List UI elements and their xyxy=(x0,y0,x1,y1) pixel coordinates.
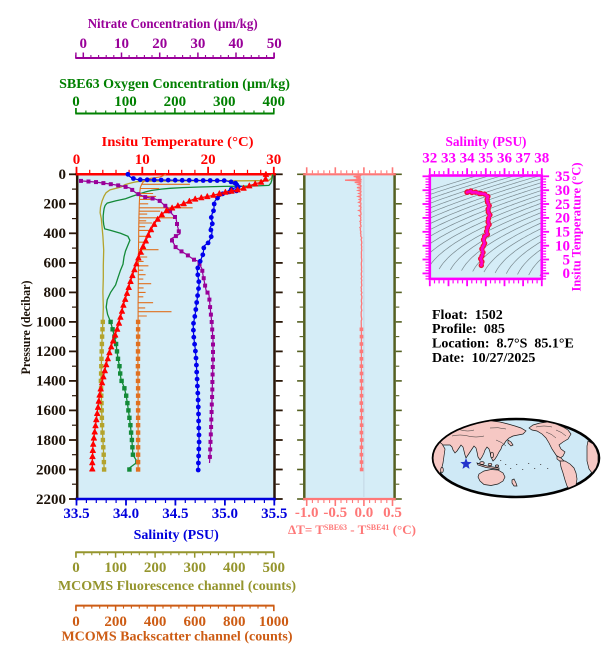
svg-text:34.5: 34.5 xyxy=(162,506,188,522)
svg-text:1600: 1600 xyxy=(36,403,66,419)
svg-text:25: 25 xyxy=(555,197,570,213)
svg-text:Salinity (PSU): Salinity (PSU) xyxy=(446,135,527,150)
svg-text:0: 0 xyxy=(72,94,80,110)
svg-text:MCOMS Fluorescence channel (co: MCOMS Fluorescence channel (counts) xyxy=(58,579,296,594)
svg-text:33: 33 xyxy=(441,151,456,167)
svg-text:0: 0 xyxy=(80,36,88,52)
svg-text:38: 38 xyxy=(534,151,549,167)
svg-text:400: 400 xyxy=(223,560,246,576)
svg-text:1000: 1000 xyxy=(36,315,66,331)
svg-text:34.0: 34.0 xyxy=(113,506,139,522)
svg-text:400: 400 xyxy=(144,614,167,630)
svg-text:15: 15 xyxy=(555,225,570,241)
svg-text:30: 30 xyxy=(266,152,281,168)
svg-text:10: 10 xyxy=(135,152,150,168)
svg-text:Nitrate Concentration (μm/kg): Nitrate Concentration (μm/kg) xyxy=(88,17,258,32)
svg-text:Insitu Temperature (°C): Insitu Temperature (°C) xyxy=(102,135,254,150)
svg-text:1000: 1000 xyxy=(259,614,289,630)
svg-text:20: 20 xyxy=(152,36,167,52)
svg-text:34: 34 xyxy=(460,151,476,167)
svg-text:40: 40 xyxy=(229,36,244,52)
svg-text:35: 35 xyxy=(555,169,570,185)
svg-text:0: 0 xyxy=(72,560,80,576)
svg-text:36: 36 xyxy=(497,151,513,167)
svg-text:600: 600 xyxy=(183,614,206,630)
svg-text:0: 0 xyxy=(73,152,81,168)
svg-text:200: 200 xyxy=(164,94,187,110)
svg-text:Float: 1502: Float: 1502 xyxy=(432,308,503,323)
svg-text:1400: 1400 xyxy=(36,374,66,390)
svg-text:33.5: 33.5 xyxy=(63,506,89,522)
svg-text:-1.0: -1.0 xyxy=(295,505,319,521)
svg-text:20: 20 xyxy=(555,211,570,227)
svg-text:Salinity (PSU): Salinity (PSU) xyxy=(134,528,220,543)
svg-text:400: 400 xyxy=(263,94,286,110)
svg-text:1200: 1200 xyxy=(36,344,66,360)
svg-text:100: 100 xyxy=(114,94,137,110)
svg-text:MCOMS Backscatter channel (cou: MCOMS Backscatter channel (counts) xyxy=(61,630,292,645)
svg-text:SBE63 Oxygen Concentration (μm: SBE63 Oxygen Concentration (μm/kg) xyxy=(59,77,290,92)
svg-text:200: 200 xyxy=(104,614,127,630)
svg-text:50: 50 xyxy=(267,36,282,52)
svg-text:1800: 1800 xyxy=(36,433,66,449)
svg-text:Profile: 085: Profile: 085 xyxy=(432,322,505,337)
svg-text:600: 600 xyxy=(44,256,67,272)
svg-text:5: 5 xyxy=(563,252,571,268)
svg-text:Date: 10/27/2025: Date: 10/27/2025 xyxy=(432,351,535,366)
svg-text:Pressure (decibar): Pressure (decibar) xyxy=(18,281,33,375)
svg-text:30: 30 xyxy=(190,36,205,52)
svg-text:800: 800 xyxy=(223,614,246,630)
svg-text:500: 500 xyxy=(263,560,286,576)
svg-text:35: 35 xyxy=(478,151,493,167)
svg-text:Insitu Temperature (°C): Insitu Temperature (°C) xyxy=(569,163,584,292)
svg-text:2200: 2200 xyxy=(36,492,66,508)
svg-text:32: 32 xyxy=(422,151,437,167)
svg-text:0: 0 xyxy=(59,167,67,183)
svg-text:400: 400 xyxy=(44,226,67,242)
svg-text:0.5: 0.5 xyxy=(383,505,402,521)
svg-text:200: 200 xyxy=(44,197,67,213)
svg-text:100: 100 xyxy=(104,560,127,576)
svg-text:0.0: 0.0 xyxy=(355,505,374,521)
svg-text:-0.5: -0.5 xyxy=(323,505,347,521)
svg-text:20: 20 xyxy=(201,152,216,168)
svg-text:800: 800 xyxy=(44,285,67,301)
svg-text:0: 0 xyxy=(72,614,80,630)
svg-text:2000: 2000 xyxy=(36,462,66,478)
svg-text:35.0: 35.0 xyxy=(212,506,238,522)
svg-text:37: 37 xyxy=(516,151,532,167)
svg-text:30: 30 xyxy=(555,183,570,199)
svg-text:Location: 8.7°S 85.1°E: Location: 8.7°S 85.1°E xyxy=(432,337,574,352)
svg-text:35.5: 35.5 xyxy=(261,506,287,522)
svg-text:300: 300 xyxy=(183,560,206,576)
svg-text:0: 0 xyxy=(563,266,571,282)
svg-text:200: 200 xyxy=(144,560,167,576)
svg-text:300: 300 xyxy=(213,94,236,110)
svg-text:10: 10 xyxy=(555,239,570,255)
svg-text:10: 10 xyxy=(114,36,129,52)
svg-text:ΔT= TSBE63 - TSBE41 (°C): ΔT= TSBE63 - TSBE41 (°C) xyxy=(288,522,416,537)
